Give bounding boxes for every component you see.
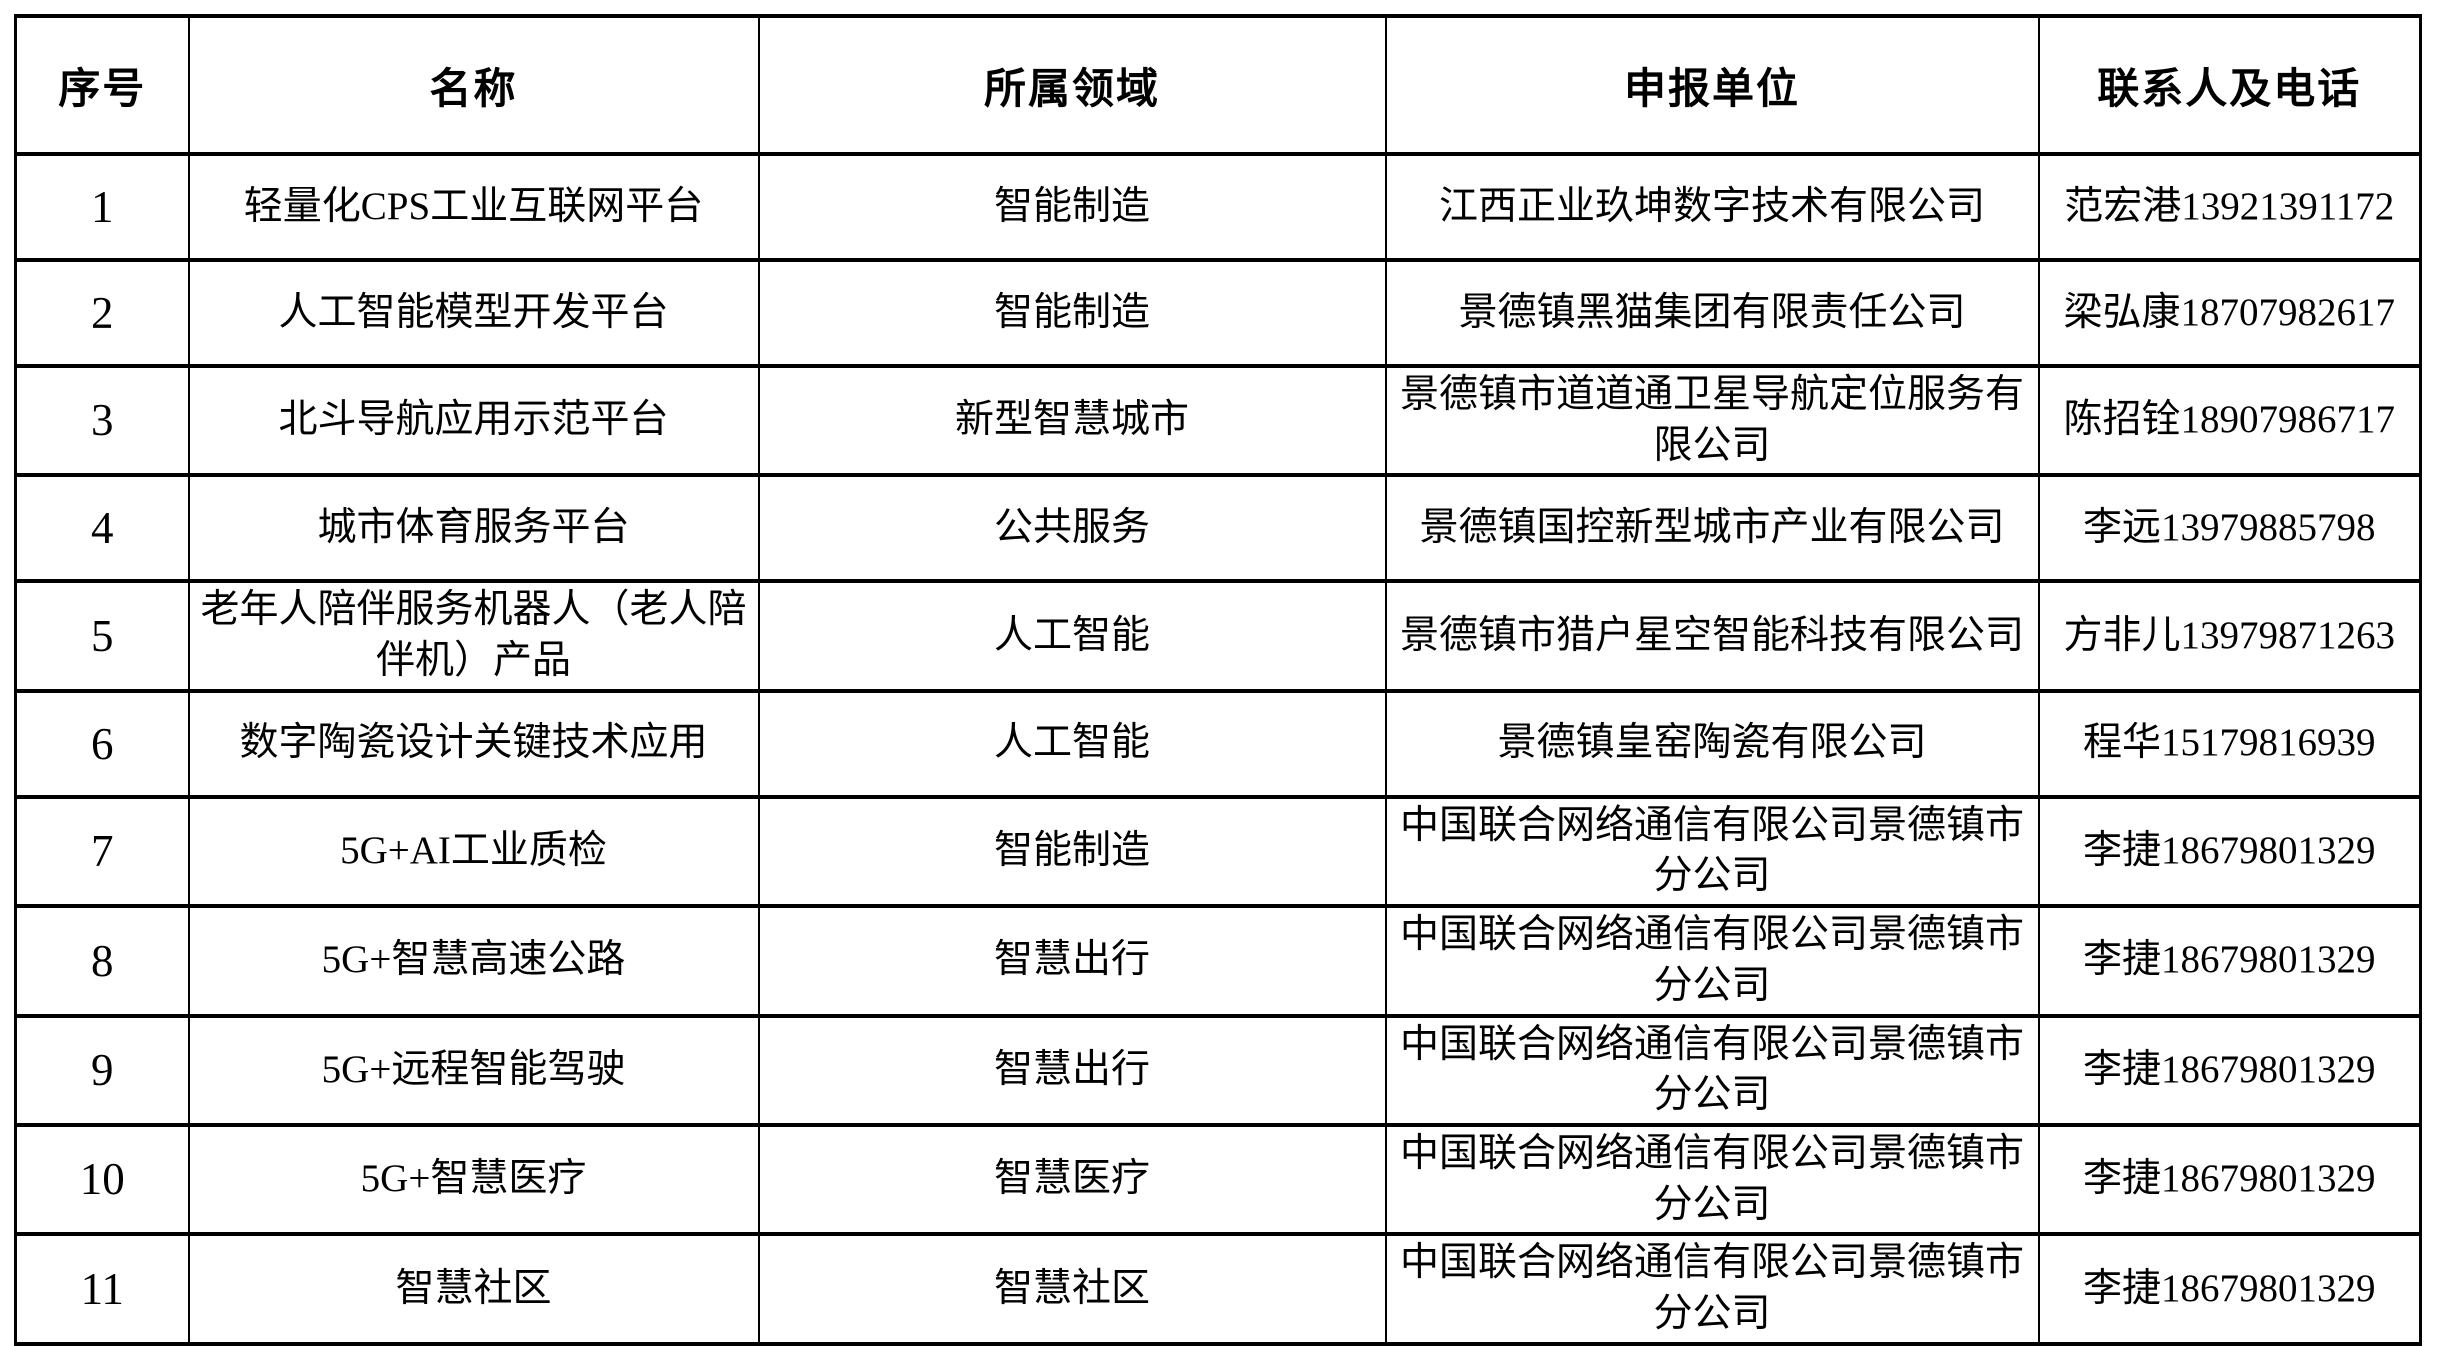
header-cell-field: 所属领域 <box>757 14 1387 156</box>
table-row: 6 数字陶瓷设计关键技术应用 人工智能 景德镇皇窑陶瓷有限公司 程华151798… <box>14 688 2422 799</box>
cell-field: 智能制造 <box>757 152 1387 262</box>
cell-name: 城市体育服务平台 <box>187 473 760 584</box>
cell-index: 7 <box>14 794 190 909</box>
cell-unit: 景德镇国控新型城市产业有限公司 <box>1384 473 2040 584</box>
cell-field: 智能制造 <box>757 258 1387 368</box>
cell-unit: 景德镇市道道通卫星导航定位服务有 限公司 <box>1384 363 2040 478</box>
cell-index: 11 <box>14 1232 190 1346</box>
cell-unit: 中国联合网络通信有限公司景德镇市 分公司 <box>1384 904 2040 1018</box>
cell-unit: 中国联合网络通信有限公司景德镇市 分公司 <box>1384 1013 2040 1127</box>
cell-index: 10 <box>14 1122 190 1237</box>
projects-table: 序号 名称 所属领域 申报单位 联系人及电话 1 轻量化CPS工业互联网平台 智… <box>14 14 2422 1346</box>
cell-unit: 中国联合网络通信有限公司景德镇市 分公司 <box>1384 1232 2040 1346</box>
header-cell-unit: 申报单位 <box>1384 14 2040 156</box>
cell-index: 8 <box>14 904 190 1018</box>
cell-index: 2 <box>14 258 190 368</box>
cell-contact: 陈招铨18907986717 <box>2037 363 2422 478</box>
cell-name: 老年人陪伴服务机器人（老人陪 伴机）产品 <box>187 579 760 693</box>
cell-name: 北斗导航应用示范平台 <box>187 363 760 478</box>
cell-unit: 中国联合网络通信有限公司景德镇市 分公司 <box>1384 794 2040 909</box>
cell-name: 5G+AI工业质检 <box>187 794 760 909</box>
cell-name: 轻量化CPS工业互联网平台 <box>187 152 760 262</box>
cell-index: 1 <box>14 152 190 262</box>
cell-field: 人工智能 <box>757 579 1387 693</box>
cell-unit: 中国联合网络通信有限公司景德镇市 分公司 <box>1384 1122 2040 1237</box>
cell-contact: 李捷18679801329 <box>2037 1122 2422 1237</box>
cell-field: 人工智能 <box>757 688 1387 799</box>
cell-unit: 景德镇市猎户星空智能科技有限公司 <box>1384 579 2040 693</box>
cell-name: 人工智能模型开发平台 <box>187 258 760 368</box>
cell-contact: 方非儿13979871263 <box>2037 579 2422 693</box>
cell-index: 3 <box>14 363 190 478</box>
cell-field: 智慧社区 <box>757 1232 1387 1346</box>
header-cell-contact: 联系人及电话 <box>2037 14 2422 156</box>
cell-index: 4 <box>14 473 190 584</box>
table-row: 1 轻量化CPS工业互联网平台 智能制造 江西正业玖坤数字技术有限公司 范宏港1… <box>14 152 2422 262</box>
cell-unit: 景德镇皇窑陶瓷有限公司 <box>1384 688 2040 799</box>
cell-contact: 范宏港13921391172 <box>2037 152 2422 262</box>
cell-index: 6 <box>14 688 190 799</box>
header-cell-name: 名称 <box>187 14 760 156</box>
cell-contact: 李捷18679801329 <box>2037 794 2422 909</box>
table-row: 11 智慧社区 智慧社区 中国联合网络通信有限公司景德镇市 分公司 李捷1867… <box>14 1232 2422 1346</box>
cell-contact: 李捷18679801329 <box>2037 904 2422 1018</box>
table-row: 10 5G+智慧医疗 智慧医疗 中国联合网络通信有限公司景德镇市 分公司 李捷1… <box>14 1122 2422 1237</box>
cell-field: 智慧医疗 <box>757 1122 1387 1237</box>
cell-name: 数字陶瓷设计关键技术应用 <box>187 688 760 799</box>
cell-name: 智慧社区 <box>187 1232 760 1346</box>
cell-name: 5G+远程智能驾驶 <box>187 1013 760 1127</box>
cell-contact: 李捷18679801329 <box>2037 1013 2422 1127</box>
cell-contact: 李捷18679801329 <box>2037 1232 2422 1346</box>
cell-field: 智能制造 <box>757 794 1387 909</box>
cell-unit: 景德镇黑猫集团有限责任公司 <box>1384 258 2040 368</box>
table-row: 7 5G+AI工业质检 智能制造 中国联合网络通信有限公司景德镇市 分公司 李捷… <box>14 794 2422 909</box>
table-row: 5 老年人陪伴服务机器人（老人陪 伴机）产品 人工智能 景德镇市猎户星空智能科技… <box>14 579 2422 693</box>
cell-field: 智慧出行 <box>757 1013 1387 1127</box>
cell-unit: 江西正业玖坤数字技术有限公司 <box>1384 152 2040 262</box>
cell-index: 5 <box>14 579 190 693</box>
cell-field: 智慧出行 <box>757 904 1387 1018</box>
cell-index: 9 <box>14 1013 190 1127</box>
cell-contact: 梁弘康18707982617 <box>2037 258 2422 368</box>
cell-field: 新型智慧城市 <box>757 363 1387 478</box>
table-row: 4 城市体育服务平台 公共服务 景德镇国控新型城市产业有限公司 李远139798… <box>14 473 2422 584</box>
table-row: 3 北斗导航应用示范平台 新型智慧城市 景德镇市道道通卫星导航定位服务有 限公司… <box>14 363 2422 478</box>
header-row: 序号 名称 所属领域 申报单位 联系人及电话 <box>14 14 2422 156</box>
table-row: 9 5G+远程智能驾驶 智慧出行 中国联合网络通信有限公司景德镇市 分公司 李捷… <box>14 1013 2422 1127</box>
cell-field: 公共服务 <box>757 473 1387 584</box>
cell-name: 5G+智慧医疗 <box>187 1122 760 1237</box>
cell-contact: 程华15179816939 <box>2037 688 2422 799</box>
table-row: 8 5G+智慧高速公路 智慧出行 中国联合网络通信有限公司景德镇市 分公司 李捷… <box>14 904 2422 1018</box>
projects-table-container: 序号 名称 所属领域 申报单位 联系人及电话 1 轻量化CPS工业互联网平台 智… <box>14 14 2422 1346</box>
header-cell-index: 序号 <box>14 14 190 156</box>
table-row: 2 人工智能模型开发平台 智能制造 景德镇黑猫集团有限责任公司 梁弘康18707… <box>14 258 2422 368</box>
cell-contact: 李远13979885798 <box>2037 473 2422 584</box>
cell-name: 5G+智慧高速公路 <box>187 904 760 1018</box>
